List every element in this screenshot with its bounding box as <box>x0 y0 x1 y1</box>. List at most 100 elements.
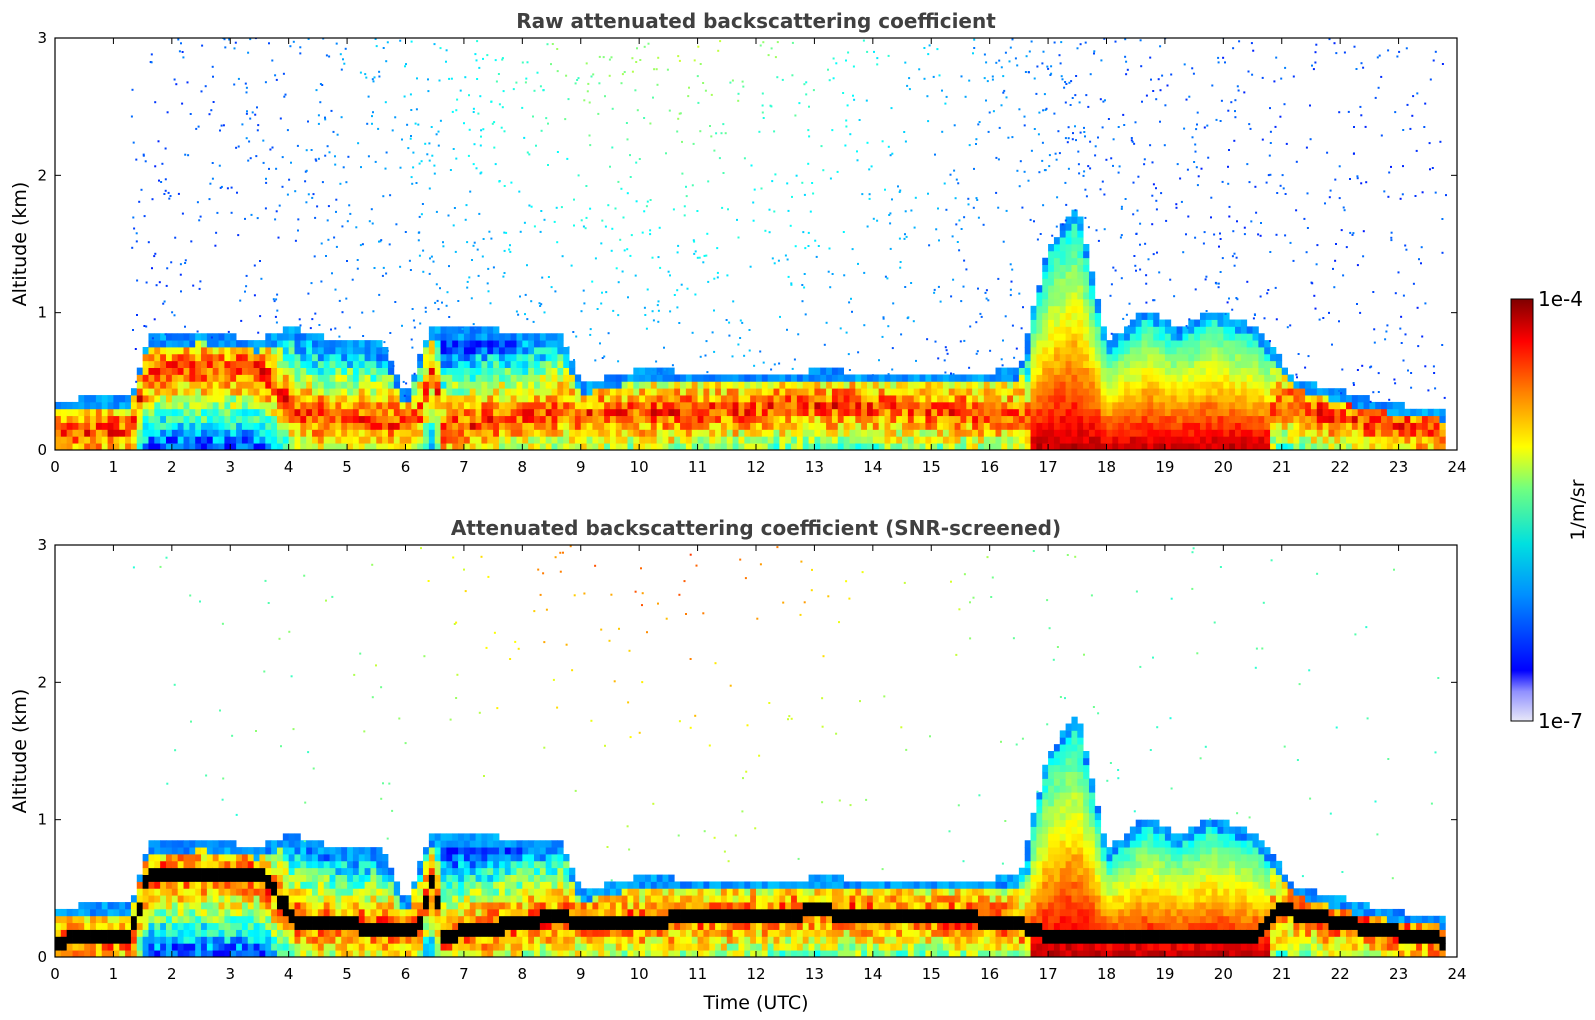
noise-speck <box>958 249 961 252</box>
heatmap-cell <box>1194 367 1201 375</box>
heatmap-cell <box>306 340 313 348</box>
heatmap-cell <box>925 429 932 437</box>
heatmap-cell <box>1258 401 1265 410</box>
noise-speck <box>972 206 975 209</box>
noise-speck <box>1254 314 1256 316</box>
heatmap-cell <box>1030 408 1037 417</box>
noise-speck <box>912 320 915 323</box>
heatmap-cell <box>1194 360 1201 368</box>
heatmap-cell <box>732 388 739 396</box>
heatmap-cell <box>680 374 687 382</box>
noise-speck <box>812 192 815 195</box>
heatmap-cell <box>1118 374 1125 382</box>
heatmap-cell <box>417 443 424 450</box>
heatmap-cell <box>1275 408 1283 417</box>
heatmap-cell <box>861 408 868 417</box>
noise-speck <box>967 197 970 200</box>
heatmap-cell <box>1258 395 1265 403</box>
heatmap-cell <box>1217 319 1224 327</box>
heatmap-cell <box>72 422 79 430</box>
noise-speck <box>472 244 475 247</box>
heatmap-cell <box>831 415 839 423</box>
heatmap-cell <box>738 374 745 382</box>
heatmap-cell <box>370 422 377 430</box>
heatmap-cell <box>1141 353 1148 362</box>
heatmap-cell <box>1118 333 1125 341</box>
heatmap-cell <box>890 422 897 430</box>
heatmap-cell <box>1094 436 1102 444</box>
heatmap-cell <box>329 374 336 382</box>
heatmap-cell <box>504 333 512 341</box>
heatmap-cell <box>1264 422 1271 430</box>
heatmap-cell <box>621 408 628 417</box>
heatmap-cell <box>358 408 366 417</box>
noise-speck <box>412 319 415 322</box>
heatmap-cell <box>1281 395 1288 403</box>
heatmap-cell <box>528 422 535 430</box>
noise-speck <box>378 240 380 243</box>
heatmap-cell <box>621 443 628 450</box>
heatmap-cell <box>785 443 792 450</box>
heatmap-cell <box>469 333 476 341</box>
heatmap-cell <box>1205 340 1213 348</box>
noise-speck <box>1233 252 1236 255</box>
heatmap-cell <box>872 374 880 382</box>
noise-speck <box>445 49 448 52</box>
noise-speck <box>1000 358 1003 361</box>
noise-speck <box>417 239 420 242</box>
heatmap-cell <box>317 415 325 423</box>
heatmap-cell <box>1100 422 1107 430</box>
heatmap-cell <box>1363 401 1370 410</box>
heatmap-cell <box>1030 340 1037 348</box>
heatmap-cell <box>1147 340 1154 348</box>
heatmap-cell <box>609 429 617 437</box>
noise-speck <box>435 210 438 213</box>
heatmap-cell <box>458 395 465 403</box>
noise-speck <box>677 117 680 120</box>
heatmap-cell <box>1381 401 1388 410</box>
heatmap-cell <box>189 353 196 362</box>
heatmap-cell <box>983 429 991 437</box>
heatmap-cell <box>1106 388 1113 396</box>
heatmap-cell <box>329 436 336 444</box>
heatmap-cell <box>1048 298 1055 307</box>
noise-speck <box>617 314 620 317</box>
noise-speck <box>439 119 442 122</box>
noise-speck <box>731 355 734 358</box>
heatmap-cell <box>989 443 996 450</box>
noise-speck <box>264 207 267 210</box>
heatmap-cell <box>808 422 815 430</box>
noise-speck <box>828 79 831 82</box>
noise-speck <box>1141 100 1143 103</box>
heatmap-cell <box>551 443 558 450</box>
heatmap-cell <box>136 381 144 389</box>
heatmap-cell <box>247 401 255 410</box>
heatmap-cell <box>545 436 552 444</box>
heatmap-cell <box>300 374 307 382</box>
heatmap-cell <box>1088 429 1096 437</box>
heatmap-cell <box>890 401 897 410</box>
heatmap-cell <box>539 415 547 423</box>
heatmap-cell <box>1264 353 1271 362</box>
heatmap-cell <box>1170 429 1177 437</box>
heatmap-cell <box>417 401 424 410</box>
heatmap-cell <box>1059 360 1067 368</box>
heatmap-cell <box>627 401 634 410</box>
heatmap-cell <box>148 333 155 341</box>
heatmap-cell <box>1270 367 1277 375</box>
heatmap-cell <box>288 367 295 375</box>
heatmap-cell <box>236 340 243 348</box>
heatmap-cell <box>1106 367 1113 375</box>
heatmap-cell <box>1135 333 1142 341</box>
noise-speck <box>762 361 765 364</box>
heatmap-cell <box>1112 422 1119 430</box>
heatmap-cell <box>78 429 85 437</box>
heatmap-cell <box>586 436 593 444</box>
heatmap-cell <box>423 408 430 417</box>
heatmap-cell <box>434 381 441 389</box>
heatmap-cell <box>78 401 85 410</box>
noise-speck <box>876 219 879 222</box>
heatmap-cell <box>399 388 406 396</box>
noise-speck <box>620 187 623 190</box>
heatmap-cell <box>1118 415 1125 423</box>
